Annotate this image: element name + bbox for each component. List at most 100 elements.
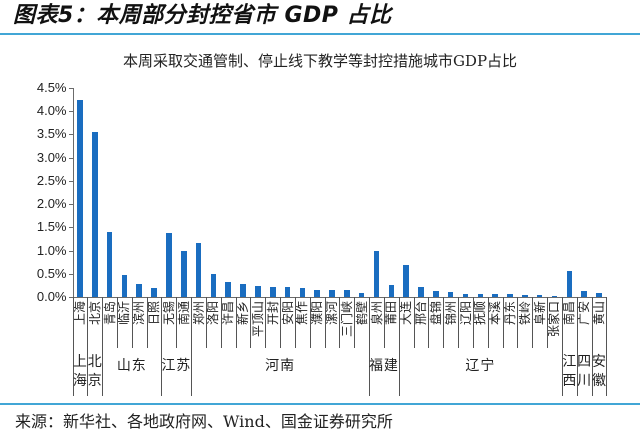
group-divider [576,297,578,396]
y-tick-label: 2.5% [36,172,67,188]
category-label: 青岛 [102,301,117,326]
y-tick [68,204,73,206]
bar [121,275,128,297]
bar [329,290,335,297]
bar [477,293,484,297]
category-label: 辽阳 [458,301,473,326]
y-tick [68,227,73,229]
bar [492,293,498,297]
group-divider [398,297,400,396]
source-note: 来源：新华社、各地政府网、Wind、国金证券研究所 [15,412,393,431]
bar [151,288,157,297]
y-tick [68,273,73,275]
y-tick-label: 0.0% [36,289,67,304]
group-label: 福建 [368,358,399,374]
title-rule [0,33,640,35]
category-divider [146,297,148,348]
bar [447,292,454,297]
group-label: 北京 [87,354,102,389]
bar [581,290,587,297]
bar [225,281,231,297]
group-label: 四川 [577,354,592,389]
category-label: 安阳 [280,301,295,326]
group-divider [561,297,563,396]
bar [240,283,246,297]
bar [314,289,320,297]
chart-title: 本周采取交通管制、停止线下教学等封控措施城市GDP占比 [122,52,518,70]
y-tick [68,157,73,159]
category-label: 张家口 [547,301,562,338]
category-label: 日照 [147,301,162,326]
category-label: 铁岭 [517,301,532,326]
category-divider [205,297,207,348]
y-tick-label: 2.0% [36,196,67,212]
category-label: 阜新 [532,301,547,326]
bar [388,285,395,297]
category-label: 漯河 [325,301,340,326]
y-tick [68,88,73,89]
category-label: 上海 [72,301,87,326]
bar [299,287,306,297]
category-divider [458,297,460,348]
group-label: 江西 [562,354,577,389]
category-divider [547,297,549,348]
y-tick-label: 3.5% [36,126,67,142]
category-divider [265,297,267,348]
bar [358,292,365,297]
y-tick-label: 1.0% [36,242,67,258]
y-tick [68,250,73,252]
bar [373,250,380,297]
category-label: 临沂 [117,301,132,326]
y-tick-label: 1.5% [36,219,67,235]
category-divider [502,297,504,348]
y-tick-label: 4.0% [36,103,67,119]
bar [180,251,187,297]
category-label: 南通 [176,301,191,326]
category-label: 开封 [265,301,280,326]
category-label: 丹东 [503,301,517,326]
category-label: 许昌 [221,301,236,326]
category-divider [176,297,178,348]
category-divider [472,297,474,348]
figure-title: 图表5：本周部分封控省市 GDP 占比 [13,3,392,28]
category-divider [339,297,341,348]
category-label: 抚顺 [473,301,488,326]
bar [136,283,143,297]
category-label: 三门峡 [339,301,354,338]
group-label: 安徽 [591,354,606,389]
category-label: 邢台 [414,301,429,326]
y-tick [68,134,73,136]
category-divider [294,297,296,348]
category-label: 锦州 [443,301,458,326]
bar [536,295,543,297]
group-divider [191,297,193,396]
bar [522,294,528,297]
group-divider [87,297,89,396]
bar [462,293,469,297]
category-divider [532,297,534,348]
group-divider [606,297,608,396]
y-tick-label: 4.5% [36,80,67,95]
y-tick-label: 0.5% [36,265,67,281]
group-divider [591,297,593,396]
category-divider [324,297,326,348]
bar [507,293,513,297]
category-label: 焦作 [295,301,310,326]
group-divider [102,297,104,396]
category-divider [517,297,519,348]
bar [106,232,113,297]
bar [344,290,350,297]
category-label: 平顶山 [250,301,265,338]
group-label: 江苏 [161,358,192,374]
bar [403,264,409,297]
category-divider [443,297,445,348]
bar [551,295,558,297]
y-tick-label: 3.0% [36,149,67,165]
group-label: 辽宁 [465,358,496,374]
y-tick [68,111,73,113]
bar [77,99,83,297]
category-label: 大连 [399,301,414,326]
category-label: 新乡 [236,301,251,326]
category-divider [131,297,133,348]
